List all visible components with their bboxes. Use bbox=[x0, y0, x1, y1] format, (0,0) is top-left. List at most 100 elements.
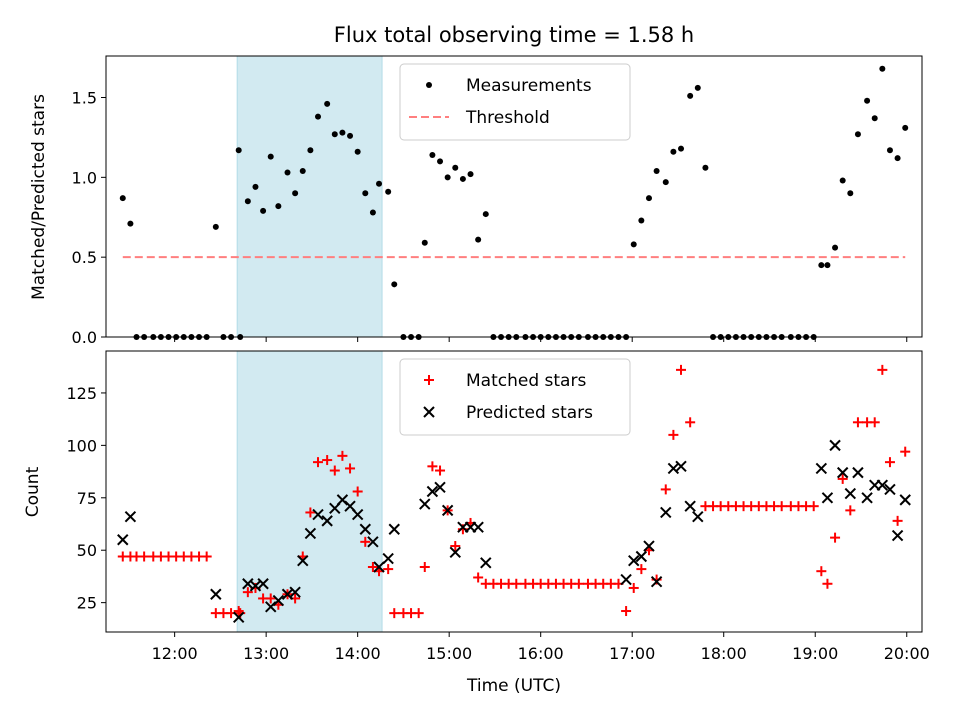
predicted-star-point bbox=[449, 546, 461, 559]
predicted-star-point bbox=[660, 506, 672, 519]
chart-title: Flux total observing time = 1.58 h bbox=[334, 23, 694, 47]
y-tick-label: 25 bbox=[77, 594, 97, 613]
matched-star-point bbox=[628, 582, 639, 593]
x-b bbox=[367, 536, 379, 548]
measurement-point bbox=[886, 147, 893, 154]
measurement-point bbox=[354, 148, 361, 155]
measurement-point bbox=[687, 92, 694, 99]
matched-star-point bbox=[427, 461, 438, 472]
predicted-star-point bbox=[472, 521, 484, 533]
matched-star-point bbox=[242, 587, 253, 598]
measurement-point bbox=[444, 174, 451, 181]
measurement-point bbox=[645, 195, 652, 202]
matched-star-point bbox=[877, 364, 888, 375]
legend-x-icon bbox=[423, 406, 435, 418]
top-panel: 0.0 0.5 1.0 1.5 Measurements Threshold bbox=[72, 55, 923, 347]
x-b bbox=[257, 578, 269, 590]
measurement-point bbox=[894, 155, 901, 162]
measurement-point bbox=[429, 151, 436, 158]
matched-star-point bbox=[419, 561, 430, 572]
measurement-point bbox=[127, 220, 134, 227]
measurement-point bbox=[879, 65, 886, 72]
matched-star-point bbox=[201, 551, 212, 562]
matched-star-point bbox=[869, 417, 880, 428]
measurement-point bbox=[467, 171, 474, 178]
measurement-point bbox=[694, 84, 701, 91]
axes-frame bbox=[105, 350, 923, 633]
legend-label: Measurements bbox=[466, 76, 592, 96]
matched-star-point bbox=[413, 608, 424, 619]
measurement-point bbox=[902, 124, 909, 131]
measurement-point bbox=[832, 244, 839, 251]
y-tick-label: 100 bbox=[66, 436, 97, 455]
x-b bbox=[620, 573, 632, 586]
x-b bbox=[249, 580, 262, 592]
measurement-point bbox=[678, 145, 685, 152]
x-b bbox=[821, 492, 834, 504]
x-b bbox=[675, 460, 687, 473]
y-tick-label: 125 bbox=[66, 384, 97, 403]
predicted-star-point bbox=[359, 523, 371, 535]
highlight-span bbox=[236, 55, 383, 338]
predicted-star-point bbox=[628, 554, 640, 567]
x-b bbox=[815, 462, 828, 475]
predicted-star-point bbox=[388, 523, 400, 535]
predicted-star-point bbox=[852, 466, 864, 479]
y-tick-label: 0.5 bbox=[72, 248, 97, 267]
x-b bbox=[836, 466, 849, 479]
measurement-point bbox=[292, 190, 299, 197]
measurement-point bbox=[452, 164, 459, 171]
predicted-star-point bbox=[684, 500, 696, 512]
measurement-point bbox=[459, 175, 466, 182]
bottom-y-axis-label: Count bbox=[23, 466, 43, 517]
legend-label: Matched stars bbox=[466, 371, 586, 391]
x-b bbox=[434, 481, 446, 494]
predicted-star-point bbox=[821, 492, 834, 504]
predicted-star-point bbox=[692, 510, 704, 523]
predicted-star-point bbox=[367, 536, 379, 548]
measurement-point bbox=[391, 281, 398, 288]
legend-box bbox=[399, 63, 631, 141]
x-b bbox=[281, 588, 294, 600]
matched-star-point bbox=[345, 463, 356, 474]
x-b bbox=[426, 485, 439, 498]
predicted-star-point bbox=[899, 494, 911, 506]
x-axis-label: Time (UTC) bbox=[466, 676, 561, 696]
matched-star-point bbox=[676, 364, 687, 375]
matched-star-point bbox=[435, 465, 446, 476]
axes-frame bbox=[105, 55, 923, 338]
x-b bbox=[643, 540, 655, 552]
matched-star-point bbox=[884, 457, 895, 468]
matched-star-point bbox=[139, 551, 150, 562]
measurement-point bbox=[475, 236, 482, 243]
matched-star-point bbox=[837, 473, 848, 484]
matched-star-point bbox=[450, 541, 461, 552]
x-b bbox=[441, 504, 454, 517]
predicted-star-point bbox=[891, 529, 904, 542]
x-b bbox=[117, 534, 129, 546]
x-b bbox=[844, 487, 857, 500]
x-b bbox=[388, 523, 400, 535]
matched-star-point bbox=[511, 578, 522, 589]
predicted-star-point bbox=[351, 508, 364, 521]
predicted-star-point bbox=[382, 552, 394, 565]
predicted-star-point bbox=[124, 510, 137, 523]
measurement-point bbox=[324, 100, 331, 107]
matched-star-point bbox=[313, 457, 324, 468]
matched-star-point bbox=[305, 507, 316, 518]
measurement-point bbox=[871, 115, 878, 122]
measurement-point bbox=[244, 198, 251, 205]
measurement-point bbox=[662, 179, 669, 186]
matched-star-point bbox=[360, 536, 371, 547]
predicted-star-point bbox=[643, 540, 655, 552]
matched-star-point bbox=[573, 578, 584, 589]
x-b bbox=[289, 586, 301, 598]
x-tick-label: 16:00 bbox=[518, 644, 564, 663]
x-tick-label: 19:00 bbox=[792, 644, 838, 663]
predicted-star-point bbox=[876, 479, 889, 491]
legend-label: Threshold bbox=[465, 108, 550, 128]
y-tick-label: 0.0 bbox=[72, 328, 97, 347]
measurement-point bbox=[824, 262, 831, 269]
predicted-star-point bbox=[884, 483, 896, 496]
measurement-point bbox=[339, 129, 346, 136]
